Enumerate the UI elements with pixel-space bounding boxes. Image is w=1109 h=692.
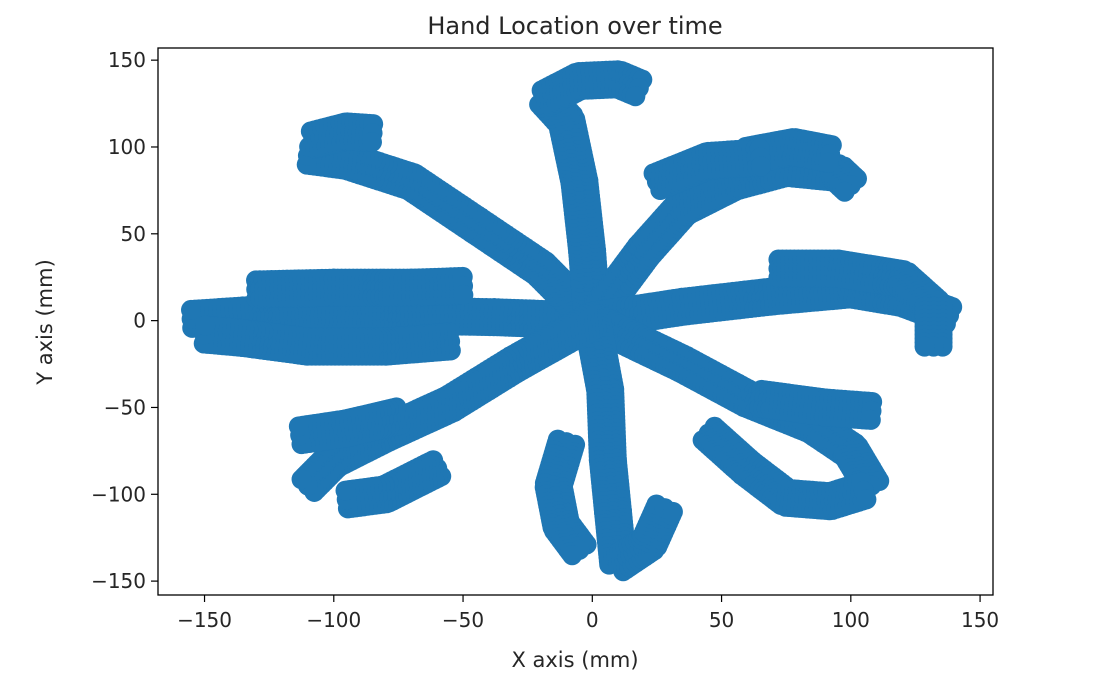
scatter-point [453,284,474,305]
scatter-point [750,156,771,177]
x-tick-label: 150 [961,608,999,632]
scatter-point [291,469,312,490]
scatter-point [361,132,382,153]
y-axis-label: Y axis (mm) [33,259,57,386]
y-tick-label: 100 [108,135,146,159]
y-tick-label: 150 [108,48,146,72]
scatter-point [625,86,646,107]
scatter-point [914,336,935,357]
y-tick-label: 50 [121,222,146,246]
x-tick-label: −150 [177,608,232,632]
x-axis-label: X axis (mm) [511,648,638,672]
scatter-point [860,409,881,430]
y-tick-label: −150 [91,569,146,593]
y-tick-label: −100 [91,482,146,506]
scatter-point [195,315,216,336]
scatter-point [818,152,839,173]
y-tick-label: 0 [133,309,146,333]
scatter-point [335,480,356,501]
x-tick-label: −50 [442,608,484,632]
scatter-point [181,299,202,320]
y-tick-label: −50 [104,395,146,419]
x-tick-label: 0 [586,608,599,632]
scatter-point [288,416,309,437]
x-tick-label: −100 [306,608,361,632]
x-tick-label: 50 [709,608,734,632]
chart-title: Hand Location over time [427,12,722,40]
scatter-point [662,501,683,522]
scatter-points [181,60,963,582]
y-axis: −150 −100 −50 0 50 100 150 [91,48,158,593]
x-tick-label: 100 [832,608,870,632]
scatter-point [856,489,877,510]
scatter-point [562,545,583,566]
scatter-point [834,181,855,202]
x-axis: −150 −100 −50 0 50 100 150 [177,595,999,632]
